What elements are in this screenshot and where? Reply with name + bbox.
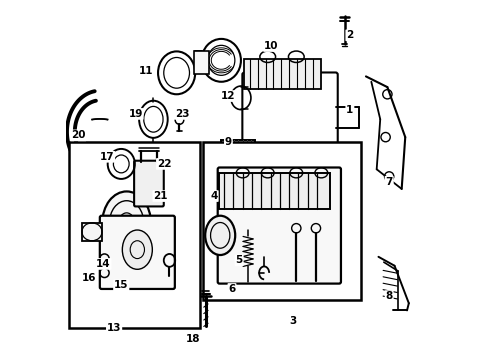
- Text: 15: 15: [114, 280, 128, 291]
- Text: 1: 1: [346, 105, 353, 115]
- Text: 7: 7: [385, 177, 392, 187]
- Text: 8: 8: [385, 291, 392, 301]
- Bar: [69, 143, 200, 328]
- Text: 4: 4: [210, 191, 217, 201]
- Text: 21: 21: [153, 191, 167, 201]
- Bar: [203, 143, 360, 300]
- Text: 19: 19: [128, 109, 142, 119]
- Text: 22: 22: [157, 159, 171, 169]
- Text: 2: 2: [346, 30, 353, 40]
- Text: 23: 23: [174, 109, 189, 119]
- Bar: [194, 51, 208, 73]
- Bar: [168, 176, 178, 195]
- Text: 10: 10: [264, 41, 278, 51]
- Text: 6: 6: [228, 284, 235, 294]
- Text: 11: 11: [139, 66, 153, 76]
- Text: 12: 12: [221, 91, 235, 101]
- Text: 20: 20: [71, 130, 85, 140]
- FancyBboxPatch shape: [242, 72, 337, 154]
- Text: 14: 14: [96, 259, 110, 269]
- Text: 5: 5: [235, 255, 242, 265]
- Text: 16: 16: [81, 273, 96, 283]
- Ellipse shape: [205, 216, 235, 255]
- Text: 17: 17: [100, 152, 114, 162]
- Bar: [219, 173, 329, 208]
- FancyBboxPatch shape: [134, 161, 163, 206]
- Ellipse shape: [102, 192, 151, 254]
- Text: 18: 18: [185, 334, 200, 344]
- Text: 13: 13: [107, 323, 121, 333]
- Bar: [221, 140, 255, 160]
- Ellipse shape: [122, 230, 152, 269]
- Bar: [82, 223, 102, 241]
- Text: 9: 9: [224, 138, 231, 148]
- Bar: [244, 59, 321, 89]
- Text: 3: 3: [288, 316, 296, 326]
- FancyBboxPatch shape: [217, 167, 340, 284]
- FancyBboxPatch shape: [100, 216, 175, 289]
